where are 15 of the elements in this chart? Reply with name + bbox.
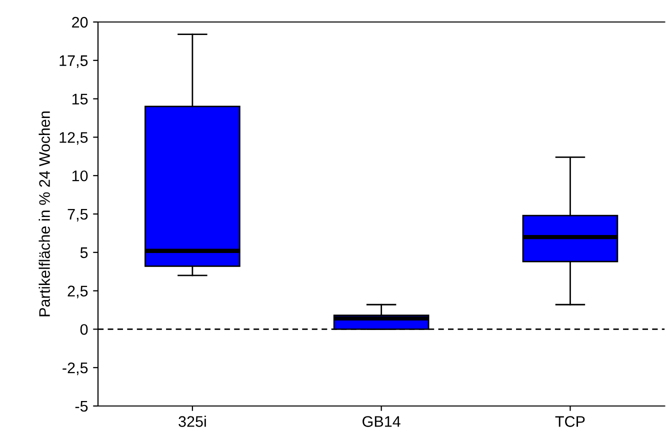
y-tick-label: 7,5 — [68, 209, 88, 222]
y-tick-label: -5 — [75, 401, 88, 412]
y-tick-label: 17,5 — [60, 55, 88, 68]
y-tick-label: 5 — [80, 247, 88, 258]
y-axis-title: Partikelfläche in % 24 Wochen — [38, 112, 50, 316]
y-tick-label: 0 — [80, 324, 88, 335]
x-tick-label: TCP — [555, 416, 585, 427]
y-tick-label: 15 — [72, 94, 88, 104]
y-tick-label: 12,5 — [60, 132, 88, 145]
x-tick-label: 325i — [178, 416, 206, 427]
y-tick-label: -2,5 — [62, 362, 88, 376]
x-tick-label: GB14 — [362, 416, 400, 427]
y-tick-label: 2,5 — [68, 286, 88, 298]
y-tick-label: 20 — [72, 16, 88, 28]
y-tick-label: 10 — [72, 170, 88, 182]
